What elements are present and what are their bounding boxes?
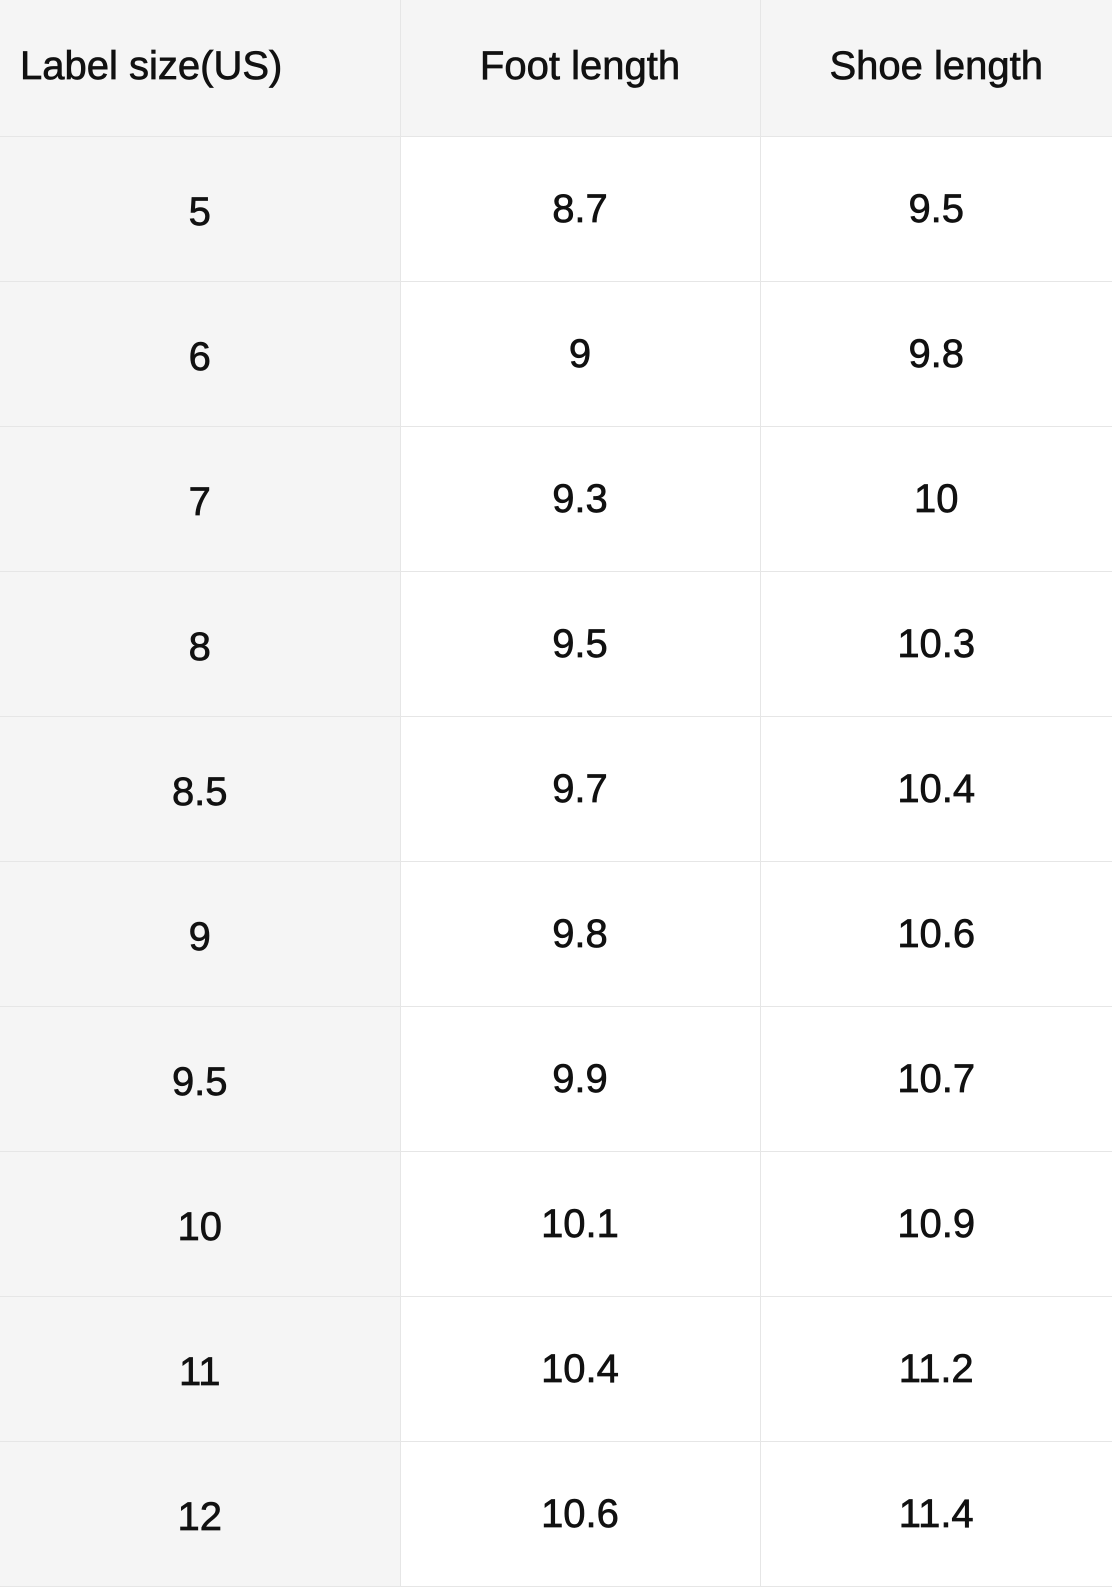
cell-label-size: 9 (0, 861, 401, 1007)
cell-foot-length: 9.9 (399, 1006, 761, 1152)
cell-shoe-length: 10.6 (759, 861, 1112, 1007)
cell-foot-length: 9.5 (399, 571, 761, 717)
cell-shoe-length: 10.9 (759, 1151, 1112, 1297)
cell-label-size: 9.5 (0, 1006, 401, 1152)
table-row: 9.5 9.9 10.7 (0, 1006, 1112, 1152)
cell-shoe-length: 9.8 (759, 281, 1112, 427)
cell-label-size: 11 (0, 1296, 401, 1442)
table-row: 6 9 9.8 (0, 281, 1112, 427)
table-row: 7 9.3 10 (0, 426, 1112, 572)
table-row: 5 8.7 9.5 (0, 136, 1112, 282)
table-row: 9 9.8 10.6 (0, 861, 1112, 1007)
header-shoe-length: Shoe length (759, 0, 1112, 137)
cell-shoe-length: 10 (759, 426, 1112, 572)
table-row: 8 9.5 10.3 (0, 571, 1112, 717)
header-label-size: Label size(US) (0, 0, 401, 137)
cell-label-size: 8 (0, 571, 401, 717)
cell-foot-length: 10.6 (399, 1441, 761, 1587)
cell-label-size: 12 (0, 1441, 401, 1587)
cell-foot-length: 9.8 (399, 861, 761, 1007)
cell-shoe-length: 9.5 (759, 136, 1112, 282)
table-row: 8.5 9.7 10.4 (0, 716, 1112, 862)
cell-shoe-length: 10.4 (759, 716, 1112, 862)
cell-foot-length: 10.1 (399, 1151, 761, 1297)
cell-label-size: 7 (0, 426, 401, 572)
cell-shoe-length: 11.2 (759, 1296, 1112, 1442)
cell-foot-length: 9.3 (399, 426, 761, 572)
cell-foot-length: 9.7 (399, 716, 761, 862)
table-header-row: Label size(US) Foot length Shoe length (0, 0, 1112, 137)
cell-foot-length: 8.7 (399, 136, 761, 282)
cell-foot-length: 9 (399, 281, 761, 427)
table-row: 12 10.6 11.4 (0, 1441, 1112, 1587)
cell-foot-length: 10.4 (399, 1296, 761, 1442)
cell-label-size: 10 (0, 1151, 401, 1297)
cell-label-size: 5 (0, 136, 401, 282)
table-row: 10 10.1 10.9 (0, 1151, 1112, 1297)
header-foot-length: Foot length (399, 0, 761, 137)
cell-shoe-length: 10.3 (759, 571, 1112, 717)
cell-shoe-length: 10.7 (759, 1006, 1112, 1152)
cell-shoe-length: 11.4 (759, 1441, 1112, 1587)
table-row: 11 10.4 11.2 (0, 1296, 1112, 1442)
cell-label-size: 8.5 (0, 716, 401, 862)
cell-label-size: 6 (0, 281, 401, 427)
